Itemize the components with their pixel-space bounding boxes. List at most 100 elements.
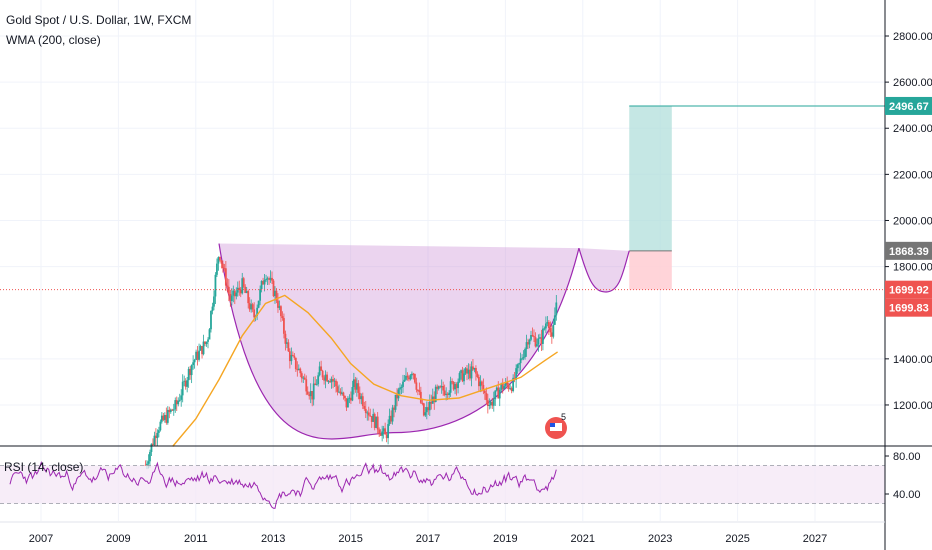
candle-body — [379, 433, 382, 436]
candle-body — [250, 304, 253, 310]
time-tick-label: 2017 — [416, 533, 440, 545]
candle-body — [472, 366, 474, 370]
candle-body — [408, 377, 410, 380]
candle-body — [501, 383, 504, 390]
candle-body — [198, 350, 200, 360]
candle-body — [546, 322, 549, 324]
candle-body — [473, 368, 476, 370]
candle-body — [494, 390, 497, 400]
candle-body — [263, 279, 266, 285]
candle-body — [155, 435, 157, 439]
price-tick-label: 1400.00 — [893, 354, 932, 366]
candle-body — [168, 409, 171, 413]
candle-body — [317, 375, 320, 385]
candle-body — [220, 260, 223, 264]
candle-body — [339, 391, 342, 394]
price-badge-price: 1699.83 — [885, 298, 932, 317]
candle-body — [498, 389, 501, 399]
long-position-tool[interactable] — [629, 105, 885, 290]
candle-body — [305, 379, 308, 392]
badge-background — [885, 96, 932, 115]
price-badge-entry: 1868.39 — [885, 241, 932, 260]
time-tick-label: 2021 — [571, 533, 595, 545]
candle-body — [259, 289, 262, 301]
candle-body — [403, 379, 406, 382]
candle-body — [516, 364, 519, 369]
events-flag-icon[interactable]: 5 — [545, 412, 567, 439]
candle-body — [391, 407, 394, 422]
candle-body — [451, 381, 454, 383]
candle-body — [495, 387, 498, 391]
candle-body — [344, 395, 346, 399]
flag-canton — [550, 423, 555, 427]
candle-body — [147, 461, 150, 464]
rsi-panel[interactable] — [0, 445, 932, 509]
candle-body — [419, 391, 422, 403]
candle-body — [285, 342, 288, 344]
candle-body — [436, 386, 439, 389]
candle-body — [323, 377, 326, 381]
candle-body — [488, 405, 491, 407]
candle-body — [299, 368, 302, 374]
candle-body — [291, 354, 294, 356]
candle-body — [430, 401, 433, 404]
candle-body — [489, 401, 492, 406]
candle-body — [349, 397, 352, 401]
candle-body — [376, 416, 379, 430]
candle-body — [175, 400, 178, 405]
candle-body — [439, 386, 442, 388]
stop-zone — [629, 250, 672, 290]
badge-label: 1699.83 — [889, 303, 929, 315]
candle-body — [518, 363, 520, 365]
candle-body — [318, 366, 321, 376]
time-tick-label: 2013 — [261, 533, 285, 545]
candle-body — [504, 381, 507, 387]
candle-body — [411, 373, 413, 376]
candle-body — [274, 290, 276, 297]
candle-body — [388, 415, 391, 425]
candle-body — [152, 443, 154, 445]
candle-body — [150, 443, 153, 452]
candle-body — [271, 277, 273, 281]
candle-body — [300, 373, 303, 379]
rsi-tick-label: 80.00 — [893, 451, 921, 463]
candle-body — [171, 409, 174, 411]
candle-body — [527, 342, 529, 345]
candle-body — [354, 379, 357, 390]
candle-body — [446, 393, 449, 395]
candle-body — [201, 346, 203, 355]
candle-body — [415, 382, 418, 390]
candle-body — [199, 346, 202, 351]
candle-body — [196, 351, 199, 360]
candle-body — [442, 385, 445, 391]
candle-body — [351, 387, 354, 401]
candle-body — [223, 268, 226, 270]
candle-body — [366, 412, 369, 414]
candle-body — [186, 380, 189, 387]
candle-body — [260, 281, 263, 290]
candle-body — [308, 394, 311, 397]
badge-background — [885, 280, 932, 299]
candle-body — [485, 393, 488, 401]
candle-body — [500, 383, 503, 390]
candle-body — [519, 358, 522, 364]
candle-body — [497, 387, 500, 399]
cup-fill — [219, 243, 579, 439]
candle-body — [525, 342, 528, 350]
time-tick-label: 2019 — [493, 533, 517, 545]
wma-line — [172, 294, 558, 447]
candle-body — [189, 368, 192, 376]
candle-body — [483, 390, 486, 394]
candle-body — [355, 383, 358, 390]
time-tick-label: 2025 — [725, 533, 749, 545]
candle-body — [244, 286, 247, 293]
candle-body — [385, 434, 388, 439]
candle-body — [454, 384, 456, 390]
candle-body — [503, 386, 506, 390]
candle-body — [363, 405, 366, 409]
candle-body — [445, 393, 448, 396]
candle-body — [358, 392, 361, 400]
